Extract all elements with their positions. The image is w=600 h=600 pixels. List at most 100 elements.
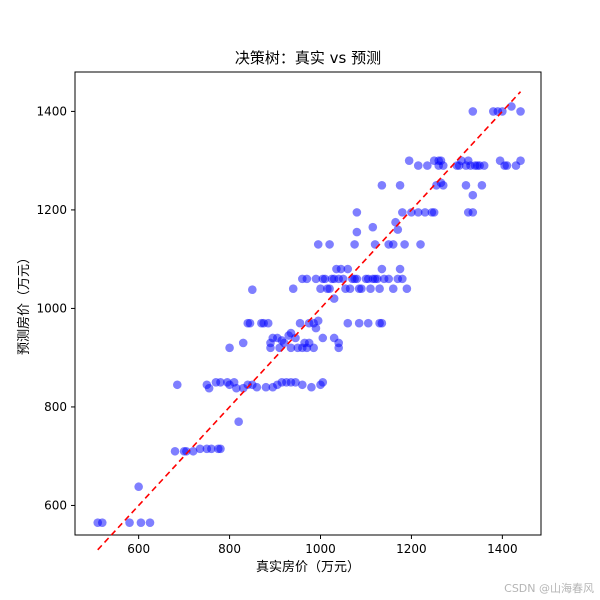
y-tick-label: 1400 [36, 104, 67, 118]
scatter-point [318, 333, 328, 343]
scatter-point [438, 180, 448, 190]
scatter-point [286, 343, 296, 353]
y-tick-label: 800 [44, 400, 67, 414]
scatter-point [395, 264, 405, 274]
scatter-point [461, 180, 471, 190]
scatter-point [350, 240, 359, 249]
scatter-point [516, 107, 525, 116]
scatter-point [145, 518, 155, 527]
scatter-point [245, 318, 255, 328]
scatter-point [204, 383, 214, 393]
scatter-point [413, 161, 423, 170]
scatter-point [320, 274, 330, 284]
chart-title: 决策树：真实 vs 预测 [235, 49, 381, 67]
y-axis-ticks: 600 800 1000 1200 1400 [36, 104, 75, 512]
scatter-point [334, 343, 343, 353]
scatter-point [188, 446, 198, 456]
y-axis-label: 预测房价（万元） [16, 251, 32, 355]
scatter-point [325, 240, 334, 249]
scatter-point [298, 380, 307, 390]
scatter-point [400, 240, 409, 249]
scatter-point [507, 102, 516, 111]
scatter-point [336, 264, 346, 274]
scatter-point [97, 518, 107, 527]
scatter-point [307, 382, 316, 392]
scatter-point [234, 417, 243, 427]
scatter-point [309, 343, 318, 353]
scatter-point [395, 180, 405, 190]
scatter-point [375, 284, 384, 294]
scatter-point [398, 208, 407, 217]
scatter-point [225, 343, 234, 353]
scatter-point [354, 318, 364, 328]
scatter-point [366, 284, 375, 294]
scatter-point [352, 274, 362, 284]
watermark-text: CSDN @山海春风 [504, 581, 594, 595]
scatter-point [502, 161, 512, 170]
scatter-point [295, 318, 305, 328]
x-tick-label: 1200 [396, 542, 427, 556]
scatter-point [261, 382, 271, 392]
scatter-point [216, 378, 225, 387]
x-tick-label: 600 [127, 542, 150, 556]
scatter-point [343, 318, 353, 328]
reference-line [97, 91, 522, 551]
scatter-point [338, 274, 348, 284]
scatter-point [172, 380, 182, 390]
scatter-point [468, 107, 478, 116]
scatter-point [252, 382, 262, 392]
scatter-point [398, 274, 407, 284]
y-tick-label: 600 [44, 498, 67, 512]
scatter-point [207, 444, 216, 454]
scatter-point [516, 156, 525, 165]
scatter-point [352, 227, 362, 237]
x-axis-ticks: 600 800 1000 1200 1400 [127, 535, 518, 556]
scatter-point [216, 444, 225, 454]
scatter-point [170, 446, 180, 456]
plot-area-frame [74, 71, 542, 536]
scatter-point [423, 161, 432, 170]
scatter-point [407, 208, 416, 217]
scatter-point [313, 240, 323, 249]
scatter-point [288, 284, 298, 294]
reference-line-layer [97, 91, 522, 551]
scatter-point [357, 284, 366, 294]
scatter-point [136, 518, 146, 527]
scatter-point [391, 217, 400, 227]
scatter-point [377, 264, 387, 274]
scatter-point [329, 294, 339, 303]
scatter-point [195, 444, 205, 454]
scatter-point [477, 180, 487, 190]
scatter-point [373, 274, 382, 284]
scatter-point [318, 378, 328, 387]
scatter-point [429, 208, 439, 217]
scatter-point [263, 318, 273, 328]
scatter-point [404, 156, 414, 165]
scatter-point [125, 518, 134, 527]
x-tick-label: 800 [218, 542, 241, 556]
scatter-point [363, 318, 373, 328]
scatter-point [413, 208, 423, 217]
scatter-point [402, 284, 412, 294]
scatter-point [384, 274, 393, 284]
scatter-point [134, 482, 143, 492]
scatter-point [388, 240, 398, 249]
y-tick-label: 1000 [36, 301, 67, 315]
scatter-point [311, 274, 321, 284]
scatter-point [266, 343, 275, 353]
x-tick-label: 1400 [487, 542, 518, 556]
scatter-point [393, 225, 403, 234]
scatter-point [291, 333, 300, 343]
scatter-point [302, 274, 312, 284]
scatter-point [309, 318, 318, 328]
x-axis-label: 真实房价（万元） [256, 559, 360, 575]
scatter-point [370, 240, 380, 249]
scatter-point [352, 208, 362, 217]
scatter-point [232, 383, 241, 393]
x-tick-label: 1000 [305, 542, 336, 556]
scatter-point [468, 208, 478, 217]
scatter-point [420, 208, 430, 217]
scatter-point [325, 284, 334, 294]
